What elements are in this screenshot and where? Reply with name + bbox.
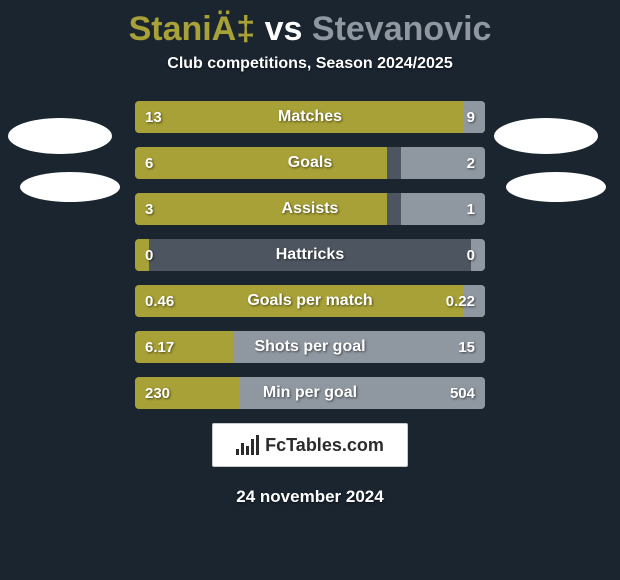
stat-value-player1: 0 [145,239,153,271]
avatar-placeholder-icon [494,118,598,154]
stat-value-player1: 6 [145,147,153,179]
avatar-player2 [494,118,606,202]
avatar-placeholder-icon [8,118,112,154]
stat-label: Matches [135,101,485,133]
stat-value-player2: 0 [467,239,475,271]
stat-label: Hattricks [135,239,485,271]
stat-label: Goals [135,147,485,179]
stat-value-player1: 6.17 [145,331,174,363]
stat-value-player2: 504 [450,377,475,409]
stat-value-player1: 3 [145,193,153,225]
footer-date: 24 november 2024 [0,487,620,507]
comparison-bars: Matches13 9 Goals6 2 Assists3 1 Hattricks0 0 Goa… [135,101,485,409]
stat-row: Goals per match0.46 0.22 [135,285,485,317]
stat-label: Goals per match [135,285,485,317]
stat-label: Assists [135,193,485,225]
stat-value-player1: 0.46 [145,285,174,317]
stat-row: Shots per goal6.17 15 [135,331,485,363]
stat-value-player1: 13 [145,101,162,133]
logo-text: FcTables.com [265,435,384,456]
stat-row: Assists3 1 [135,193,485,225]
title-player2: Stevanovic [312,10,492,48]
stat-value-player2: 9 [467,101,475,133]
site-logo: FcTables.com [212,423,408,467]
title-player1: StaniÄ‡ [129,10,256,48]
avatar-placeholder-icon [20,172,120,202]
title-vs: vs [265,10,303,48]
bar-chart-icon [236,435,259,455]
page-title: StaniÄ‡ vs Stevanovic [0,0,620,55]
stat-value-player2: 0.22 [446,285,475,317]
stat-row: Goals6 2 [135,147,485,179]
avatar-placeholder-icon [506,172,606,202]
stat-label: Min per goal [135,377,485,409]
stat-row: Hattricks0 0 [135,239,485,271]
stat-value-player1: 230 [145,377,170,409]
stat-value-player2: 2 [467,147,475,179]
stat-value-player2: 1 [467,193,475,225]
subtitle: Club competitions, Season 2024/2025 [0,55,620,101]
stat-row: Matches13 9 [135,101,485,133]
stat-value-player2: 15 [458,331,475,363]
stat-label: Shots per goal [135,331,485,363]
stat-row: Min per goal230 504 [135,377,485,409]
avatar-player1 [8,118,120,202]
